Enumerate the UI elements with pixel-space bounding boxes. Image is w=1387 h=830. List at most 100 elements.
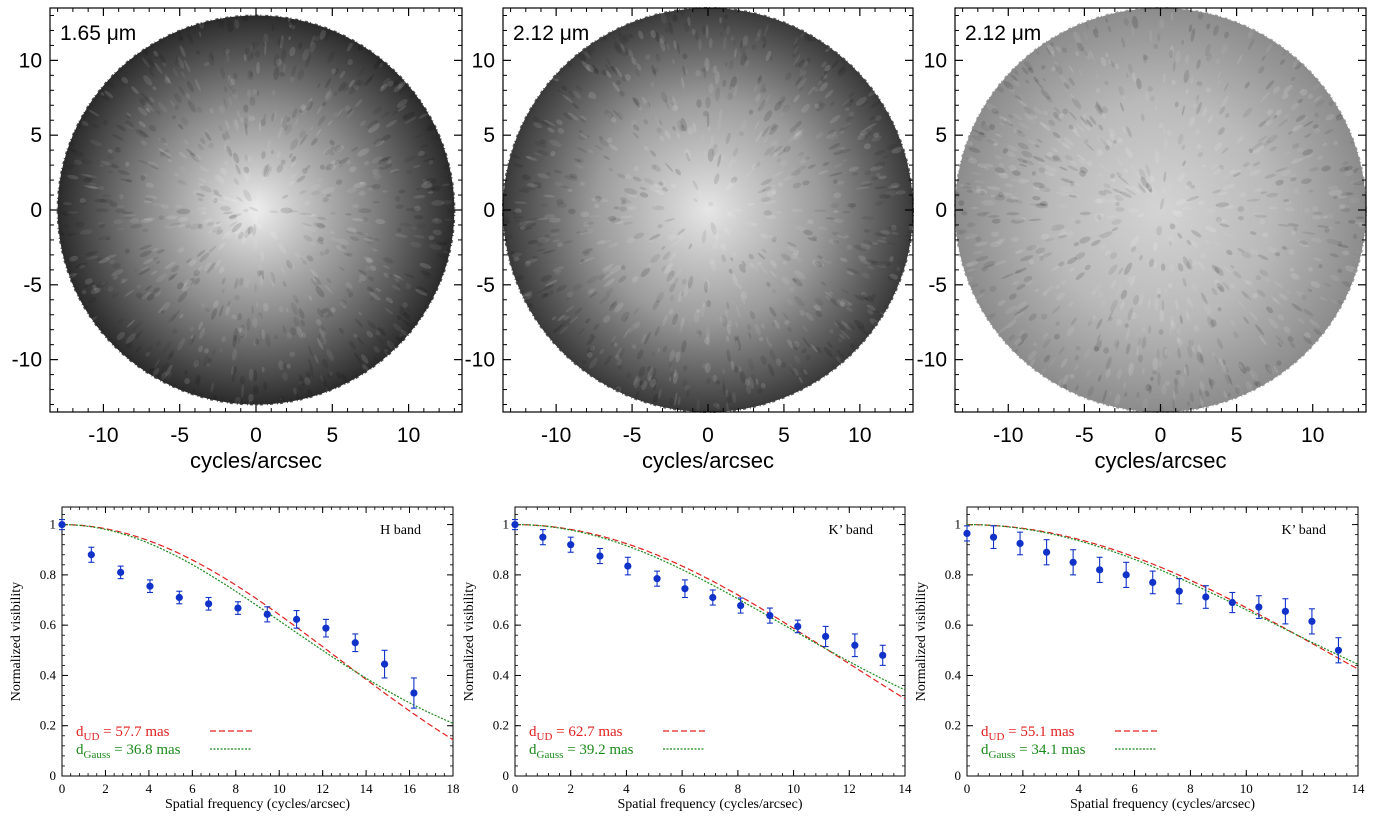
x-tick-label: 8 (735, 781, 742, 796)
legend-symbol: d (981, 724, 989, 740)
visibility-disk (503, 8, 913, 412)
y-axis-label: Normalized visibility (914, 582, 929, 701)
data-point (1334, 646, 1343, 654)
plot-frame (966, 506, 1359, 777)
data-point (1042, 548, 1051, 556)
legend-value: = 62.7 mas (552, 724, 622, 740)
data-point (293, 615, 301, 623)
x-tick-label: -10 (88, 424, 118, 447)
data-point (1149, 578, 1157, 587)
y-tick-label: 1 (503, 517, 510, 532)
x-tick-label: 0 (250, 424, 262, 447)
x-tick-label: -10 (541, 424, 571, 447)
x-tick-label: 8 (233, 781, 240, 796)
x-tick-label: 10 (787, 781, 800, 796)
x-tick-label: 6 (189, 781, 196, 796)
y-tick-label: 0.6 (945, 617, 962, 632)
x-axis-label: Spatial frequency (cycles/arcsec) (165, 797, 350, 812)
x-tick-label: 0 (1155, 424, 1167, 447)
x-tick-label: -10 (993, 424, 1023, 447)
y-tick-label: -10 (12, 349, 42, 372)
data-point (596, 552, 604, 560)
x-tick-label: 2 (567, 781, 574, 796)
data-point (322, 624, 330, 632)
data-point (1281, 607, 1289, 615)
band-label: H band (380, 523, 421, 538)
y-tick-label: -5 (23, 274, 42, 297)
data-point (1308, 617, 1316, 625)
legend-label: dGauss = 39.2 mas (529, 742, 634, 761)
model-curve-uniform_disk (967, 524, 1359, 670)
y-axis-label: Normalized visibility (462, 582, 477, 701)
legend-label: dGauss = 34.1 mas (981, 742, 1086, 761)
wavelength-annotation: 2.12 μm (513, 22, 589, 45)
x-tick-label: 10 (273, 781, 286, 796)
y-axis-label: Normalized visibility (9, 582, 24, 701)
legend-label: dUD = 55.1 mas (981, 724, 1075, 743)
data-point (351, 639, 359, 647)
x-tick-label: 14 (360, 781, 374, 796)
model-curve-gaussian (62, 524, 454, 724)
legend-subscript: Gauss (84, 749, 111, 761)
x-tick-label: -5 (623, 424, 642, 447)
data-point (380, 660, 389, 668)
legend-value: = 34.1 mas (1015, 742, 1085, 758)
data-point (205, 600, 213, 608)
data-point (1228, 598, 1236, 607)
data-point (989, 533, 998, 541)
data-point (794, 622, 802, 631)
y-tick-label: -10 (917, 349, 947, 372)
model-curve-uniform_disk (62, 524, 454, 741)
x-tick-label: 16 (403, 781, 417, 796)
x-tick-label: 5 (326, 424, 338, 447)
y-tick-label: 0.4 (493, 667, 510, 682)
y-tick-label: 0 (30, 199, 42, 222)
data-point (58, 520, 66, 529)
y-tick-label: 0.8 (493, 567, 509, 582)
x-tick-label: 6 (1131, 781, 1138, 796)
legend-value: = 57.7 mas (99, 724, 169, 740)
visibility-panel-bottom-left: 0 2 4 6 8 10 12 14 16 18 0 0.2 0.4 0.6 0.8 1 H band dUD =… (9, 506, 460, 812)
image-panel-top-middle: -10 -5 0 5 10 10 5 0 -5 -10 2.12 μm cycles/arcsec (465, 7, 914, 473)
x-axis-label: cycles/arcsec (190, 448, 322, 473)
plot-frame (61, 506, 454, 777)
data-point (963, 529, 971, 537)
data-point (624, 562, 632, 570)
data-point (175, 593, 183, 602)
data-point (1069, 558, 1077, 566)
data-point (653, 575, 661, 583)
y-tick-label: 0 (955, 768, 962, 783)
legend-subscript: Gauss (989, 749, 1016, 761)
x-tick-label: 4 (623, 781, 630, 796)
legend-label: dGauss = 36.8 mas (76, 742, 181, 761)
y-tick-label: 10 (472, 49, 495, 72)
disk-rim (56, 14, 456, 406)
x-tick-label: 14 (899, 781, 913, 796)
x-tick-label: 10 (848, 424, 871, 447)
data-point (234, 604, 242, 612)
speckle-texture (955, 12, 1366, 412)
x-tick-label: 4 (146, 781, 153, 796)
legend-label: dUD = 57.7 mas (76, 724, 170, 743)
plot-frame (514, 506, 906, 777)
image-panel-top-right: -10 -5 0 5 10 10 5 0 -5 -10 2.12 μm cycles/arcsec (917, 7, 1367, 473)
legend-symbol: d (981, 742, 989, 758)
x-tick-label: 0 (702, 424, 714, 447)
data-point (567, 541, 575, 549)
visibility-panel-bottom-right: 0 2 4 6 8 10 12 14 0 0.2 0.4 0.6 0.8 1 K’ band dUD = 55… (914, 506, 1365, 812)
legend-value: = 36.8 mas (110, 742, 180, 758)
data-point (1122, 571, 1130, 579)
data-point (117, 568, 125, 576)
x-tick-label: 10 (397, 424, 420, 447)
x-tick-label: 2 (102, 781, 109, 796)
data-point (879, 651, 887, 659)
y-tick-label: 5 (483, 124, 495, 147)
x-tick-label: 10 (1240, 781, 1253, 796)
band-label: K’ band (1282, 523, 1326, 538)
data-point (1096, 566, 1104, 574)
y-tick-label: 0.6 (493, 617, 510, 632)
legend-subscript: UD (84, 731, 100, 743)
y-tick-label: 0 (935, 199, 947, 222)
data-point (146, 582, 154, 590)
x-tick-label: -5 (1075, 424, 1094, 447)
